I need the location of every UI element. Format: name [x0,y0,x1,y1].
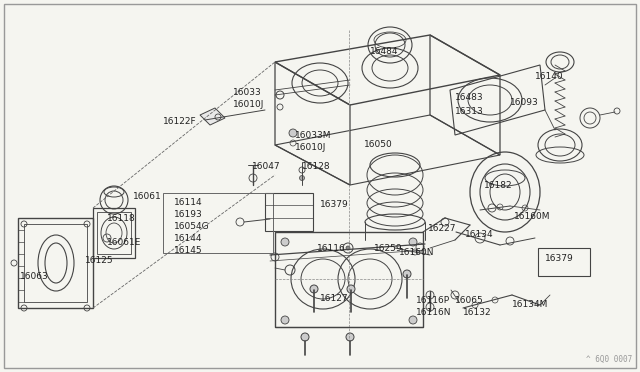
Text: 16033: 16033 [233,88,262,97]
Circle shape [281,238,289,246]
Text: 16065: 16065 [455,296,484,305]
Text: 16114: 16114 [174,198,203,207]
Text: 16116N: 16116N [416,308,451,317]
Text: 16160N: 16160N [399,248,435,257]
Text: 16227: 16227 [428,224,456,233]
Bar [538,248,590,276]
Bar [24,224,87,302]
Bar [163,193,273,253]
Text: 16193: 16193 [174,210,203,219]
Text: 16047: 16047 [252,162,280,171]
Bar [97,212,131,254]
Text: 16063: 16063 [20,272,49,281]
Text: 16033M: 16033M [295,131,332,140]
Text: 16050: 16050 [364,140,393,149]
Circle shape [403,270,411,278]
Circle shape [301,333,309,341]
Text: 16128: 16128 [302,162,331,171]
Bar [265,193,313,231]
Circle shape [289,129,297,137]
Text: 16484: 16484 [370,47,399,56]
Text: 16259: 16259 [374,244,403,253]
Circle shape [346,246,350,250]
Text: 16116: 16116 [317,244,346,253]
Text: 16140: 16140 [535,72,564,81]
Bar [275,232,423,327]
Text: 16134M: 16134M [512,300,548,309]
Bar [18,218,93,308]
Text: 16132: 16132 [463,308,492,317]
Text: 16061E: 16061E [107,238,141,247]
Text: 16061: 16061 [133,192,162,201]
Text: 16379: 16379 [320,200,349,209]
Text: 16145: 16145 [174,246,203,255]
Circle shape [281,316,289,324]
Text: 16144: 16144 [174,234,202,243]
Circle shape [409,316,417,324]
Text: 16127: 16127 [320,294,349,303]
Text: 16160M: 16160M [514,212,550,221]
Text: 16118: 16118 [107,214,136,223]
Text: 16379: 16379 [545,254,573,263]
Bar [93,208,135,258]
Polygon shape [200,108,225,125]
Text: 16116P: 16116P [416,296,450,305]
Text: 16483: 16483 [455,93,484,102]
Text: 16093: 16093 [510,98,539,107]
Circle shape [310,285,318,293]
Text: 16313: 16313 [455,107,484,116]
Text: 16010J: 16010J [295,143,326,152]
Text: ^ 6Q0 0007: ^ 6Q0 0007 [586,355,632,364]
Text: 16122F: 16122F [163,117,196,126]
Circle shape [346,333,354,341]
Text: 16182: 16182 [484,181,513,190]
Text: 16054G: 16054G [174,222,210,231]
Text: 16010J: 16010J [233,100,264,109]
Text: 16134: 16134 [465,230,493,239]
Circle shape [347,285,355,293]
Text: 16125: 16125 [85,256,114,265]
Circle shape [409,238,417,246]
Circle shape [300,176,305,180]
